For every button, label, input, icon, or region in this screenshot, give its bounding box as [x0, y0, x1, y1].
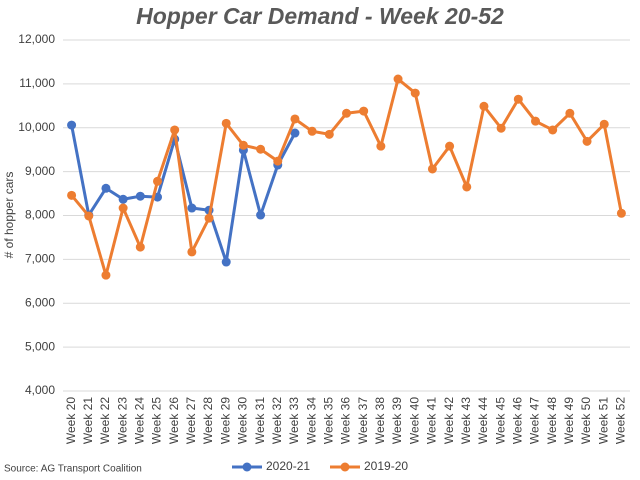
x-tick-label: Week 46 [510, 397, 524, 444]
point [445, 141, 455, 151]
x-tick-label: Week 24 [132, 397, 146, 444]
point [170, 125, 180, 135]
x-tick-label: Week 20 [64, 397, 78, 444]
x-tick-label: Week 34 [304, 397, 318, 444]
point [67, 190, 77, 200]
x-tick-label: Week 49 [562, 397, 576, 444]
x-tick-label: Week 52 [614, 397, 628, 444]
x-tick-label: Week 48 [545, 397, 559, 444]
x-tick-label: Week 27 [184, 397, 198, 444]
point [290, 128, 300, 138]
y-tick-label: 9,000 [25, 164, 55, 178]
y-tick-label: 12,000 [18, 32, 55, 46]
point [256, 210, 266, 220]
point [84, 211, 94, 221]
point [307, 126, 317, 136]
x-tick-label: Week 50 [579, 397, 593, 444]
point [101, 183, 111, 193]
point [548, 125, 558, 135]
point [256, 144, 266, 154]
point [101, 270, 111, 280]
x-tick-label: Week 26 [167, 397, 181, 444]
point [565, 108, 575, 118]
y-tick-label: 6,000 [25, 295, 55, 309]
point [187, 247, 197, 257]
point [273, 156, 283, 166]
point [118, 203, 128, 213]
legend-label: 2019-20 [364, 459, 408, 473]
x-tick-label: Week 44 [476, 397, 490, 444]
y-axis-label: # of hopper cars [2, 172, 16, 259]
point [342, 108, 351, 118]
x-tick-label: Week 45 [493, 397, 507, 444]
x-tick-label: Week 28 [201, 397, 215, 444]
x-tick-label: Week 47 [528, 397, 542, 444]
point [324, 129, 334, 139]
y-tick-label: 8,000 [25, 208, 55, 222]
x-tick-label: Week 31 [253, 397, 267, 444]
point [204, 213, 214, 223]
source: Source: AG Transport Coalition [4, 464, 142, 475]
point [376, 141, 386, 151]
point [582, 136, 592, 146]
point [187, 203, 197, 213]
x-tick-label: Week 40 [407, 397, 421, 444]
x-tick-label: Week 39 [390, 397, 404, 444]
point [479, 101, 489, 111]
point [135, 242, 145, 252]
point [531, 116, 540, 126]
x-tick-label: Week 43 [459, 397, 473, 444]
y-tick-label: 10,000 [18, 120, 55, 134]
point [153, 176, 162, 186]
point [599, 119, 609, 129]
x-tick-label: Week 38 [373, 397, 387, 444]
x-tick-label: Week 41 [425, 397, 439, 444]
legend-marker [242, 462, 252, 472]
point [67, 120, 77, 130]
y-tick-label: 4,000 [25, 383, 55, 397]
x-tick-label: Week 25 [150, 397, 164, 444]
point [616, 208, 626, 218]
chart-title: Hopper Car Demand - Week 20-52 [136, 3, 504, 29]
point [462, 182, 472, 192]
point [393, 74, 403, 84]
series-line [70, 77, 623, 277]
point [410, 88, 420, 98]
x-tick-label: Week 22 [98, 397, 112, 444]
x-tick-label: Week 32 [270, 397, 284, 444]
point [427, 164, 437, 174]
point [359, 106, 369, 116]
y-tick-label: 7,000 [25, 252, 55, 266]
x-tick-label: Week 51 [596, 397, 610, 444]
point [135, 191, 145, 201]
x-tick-label: Week 30 [236, 397, 250, 444]
x-tick-label: Week 42 [442, 397, 456, 444]
x-tick-label: Week 33 [287, 397, 301, 444]
y-tick-label: 11,000 [19, 76, 55, 90]
point [238, 140, 248, 150]
legend-label: 2020-21 [266, 459, 310, 473]
point [290, 114, 300, 124]
y-tick-label: 5,000 [25, 339, 55, 353]
legend-marker [340, 462, 350, 472]
point [221, 118, 231, 128]
x-tick-label: Week 36 [339, 397, 353, 444]
x-tick-label: Week 23 [115, 397, 129, 444]
x-tick-label: Week 21 [81, 397, 95, 444]
x-tick-label: Week 35 [321, 397, 335, 444]
point [496, 123, 506, 133]
point [513, 94, 523, 104]
point [221, 257, 231, 267]
x-tick-label: Week 29 [218, 397, 232, 444]
x-tick-label: Week 37 [356, 397, 370, 444]
point [118, 194, 128, 204]
